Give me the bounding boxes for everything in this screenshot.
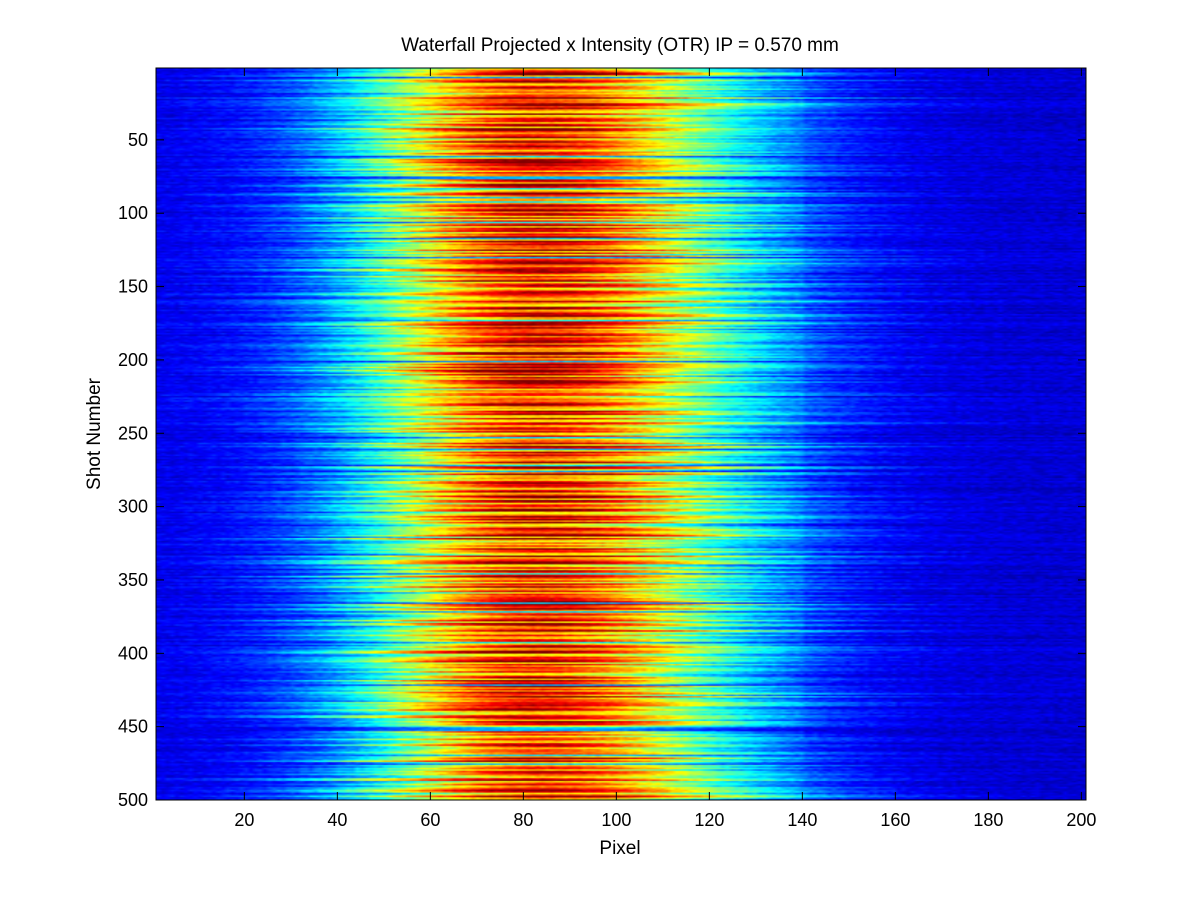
y-axis-label: Shot Number	[84, 377, 105, 490]
y-tick-label: 350	[118, 570, 148, 590]
x-tick-label: 40	[327, 810, 347, 830]
y-tick-label: 100	[118, 203, 148, 223]
x-tick-label: 200	[1066, 810, 1096, 830]
x-tick-label: 20	[234, 810, 254, 830]
x-tick-label: 120	[694, 810, 724, 830]
y-tick-label: 150	[118, 277, 148, 297]
plot-area	[155, 67, 1087, 801]
x-tick-label: 80	[513, 810, 533, 830]
y-axis: 50 100 150 200 250 300 350 400 450 500	[118, 130, 1086, 810]
y-tick-label: 450	[118, 717, 148, 737]
x-tick-label: 60	[420, 810, 440, 830]
x-axis-label: Pixel	[599, 838, 640, 859]
chart-title: Waterfall Projected x Intensity (OTR) IP…	[401, 35, 839, 56]
x-axis: 20 40 60 80 100 120 140 160 180 200	[234, 68, 1096, 830]
x-tick-label: 100	[601, 810, 631, 830]
x-tick-label: 140	[787, 810, 817, 830]
heatmap-container	[156, 68, 1086, 800]
y-tick-label: 50	[128, 130, 148, 150]
x-tick-label: 160	[880, 810, 910, 830]
heatmap-canvas	[156, 68, 1086, 800]
y-tick-label: 400	[118, 643, 148, 663]
y-tick-label: 250	[118, 423, 148, 443]
y-tick-label: 300	[118, 497, 148, 517]
y-tick-label: 200	[118, 350, 148, 370]
x-tick-label: 180	[973, 810, 1003, 830]
plot-frame	[155, 67, 1087, 801]
y-tick-label: 500	[118, 790, 148, 810]
